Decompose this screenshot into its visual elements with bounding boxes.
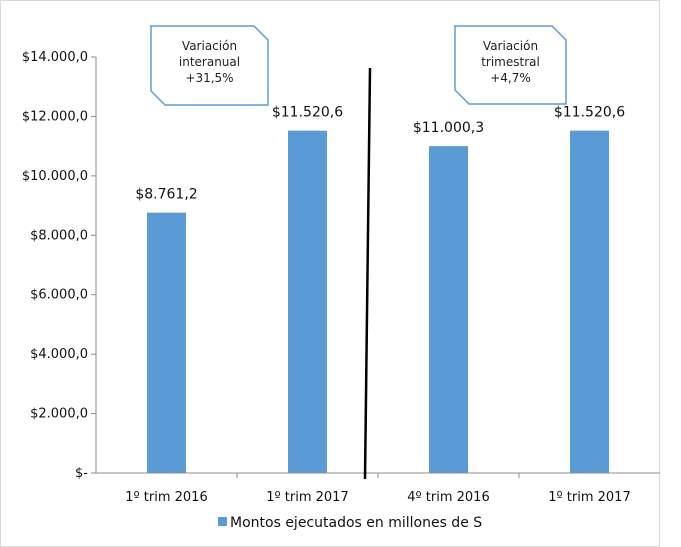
data-label: $8.761,2 xyxy=(135,187,197,203)
data-label: $11.520,6 xyxy=(272,105,343,121)
y-tick-label: $8.000,0 xyxy=(30,228,88,243)
y-tick-label: $10.000,0 xyxy=(22,169,88,184)
x-tick-label: 1º trim 2016 xyxy=(125,490,207,505)
legend-label: Montos ejecutados en millones de S xyxy=(230,515,482,531)
callout-box xyxy=(150,25,269,106)
y-tick-label: $- xyxy=(75,466,88,481)
x-axis: 1º trim 2016 1º trim 2017 4º trim 2016 1º t… xyxy=(96,472,660,505)
data-label: $11.520,6 xyxy=(554,105,625,121)
data-labels: $8.761,2 $11.520,6 $11.000,3 $11.520,6 xyxy=(135,105,625,203)
bar xyxy=(570,130,609,474)
legend: Montos ejecutados en millones de S xyxy=(218,515,482,531)
bar xyxy=(147,212,186,473)
data-label: $11.000,3 xyxy=(413,120,484,136)
legend-swatch xyxy=(218,517,227,526)
y-tick-label: $14.000,0 xyxy=(22,50,88,65)
y-tick-label: $2.000,0 xyxy=(30,407,88,422)
divider-line xyxy=(363,67,372,480)
callout-box xyxy=(454,25,567,105)
callout-text: +4,7% xyxy=(490,71,531,85)
callouts: Variación interanual +31,5% Variación trimes… xyxy=(150,25,567,106)
bar xyxy=(429,146,468,473)
callout-text: +31,5% xyxy=(185,71,233,85)
callout-text: interanual xyxy=(179,55,240,69)
bar xyxy=(288,130,327,474)
y-tick-label: $6.000,0 xyxy=(30,288,88,303)
callout-text: trimestral xyxy=(481,55,540,69)
x-tick-label: 1º trim 2017 xyxy=(548,490,630,505)
x-tick-label: 4º trim 2016 xyxy=(407,490,489,505)
callout-text: Variación xyxy=(182,39,237,53)
callout-text: Variación xyxy=(483,39,538,53)
bars xyxy=(147,130,609,474)
y-tick-label: $4.000,0 xyxy=(30,347,88,362)
y-tick-label: $12.000,0 xyxy=(22,109,88,124)
x-tick-label: 1º trim 2017 xyxy=(266,490,348,505)
y-axis: $- $2.000,0 $4.000,0 $6.000,0 $8.000,0 $10.00… xyxy=(22,50,97,481)
